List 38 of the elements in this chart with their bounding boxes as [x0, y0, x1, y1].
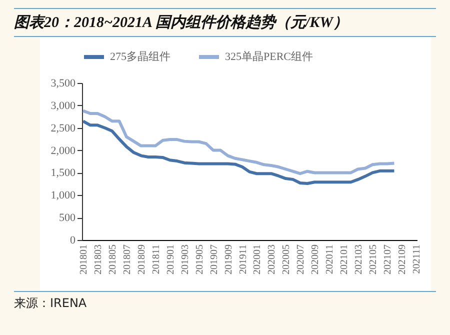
- x-tick-label: 201801: [78, 244, 90, 274]
- x-tick-label: 201905: [194, 244, 206, 274]
- y-tick-label: 0: [70, 234, 76, 246]
- line-series: [82, 120, 396, 185]
- x-tick-label: 202003: [266, 244, 278, 274]
- y-tick-label: 2,000: [50, 144, 76, 157]
- x-tick-label: 202109: [396, 244, 408, 274]
- x-tick-label: 201803: [93, 244, 104, 274]
- x-tick-label: 202107: [382, 244, 394, 274]
- x-tick-label: 201811: [150, 244, 162, 274]
- x-tick-label: 201809: [136, 244, 148, 274]
- x-tick-label: 201911: [238, 244, 249, 274]
- legend-label: 275多晶组件: [110, 51, 170, 63]
- x-tick-label: 202001: [252, 244, 264, 274]
- x-tick-label: 201909: [223, 244, 234, 274]
- y-tick-label: 3,500: [50, 78, 76, 90]
- x-tick-label: 201907: [208, 244, 220, 274]
- x-tick-label: 201901: [165, 244, 176, 274]
- line-series: [82, 109, 396, 176]
- y-tick-label: 3,000: [50, 100, 76, 112]
- chart-title: 图表20：2018~2021A 国内组件价格趋势（元/KW）: [14, 8, 436, 37]
- legend-label: 325单晶PERC组件: [225, 50, 314, 63]
- x-tick-label: 202011: [324, 244, 336, 274]
- x-tick-label: 201903: [180, 244, 191, 274]
- y-tick-label: 1,500: [50, 167, 76, 180]
- y-tick-label: 2,500: [50, 122, 76, 134]
- y-tick-label: 500: [59, 212, 76, 224]
- x-tick-label: 202111: [411, 244, 422, 274]
- x-tick-label: 201805: [108, 244, 119, 274]
- x-tick-label: 201807: [122, 244, 133, 274]
- x-tick-label: 202105: [368, 244, 379, 274]
- x-tick-label: 202009: [310, 244, 322, 274]
- y-tick-label: 1,000: [50, 190, 76, 202]
- x-tick-label: 202005: [281, 244, 292, 274]
- x-tick-label: 202101: [339, 244, 350, 274]
- source-note: 来源：IRENA: [14, 291, 436, 312]
- x-tick-label: 202007: [296, 244, 307, 274]
- x-tick-label: 202103: [354, 244, 365, 274]
